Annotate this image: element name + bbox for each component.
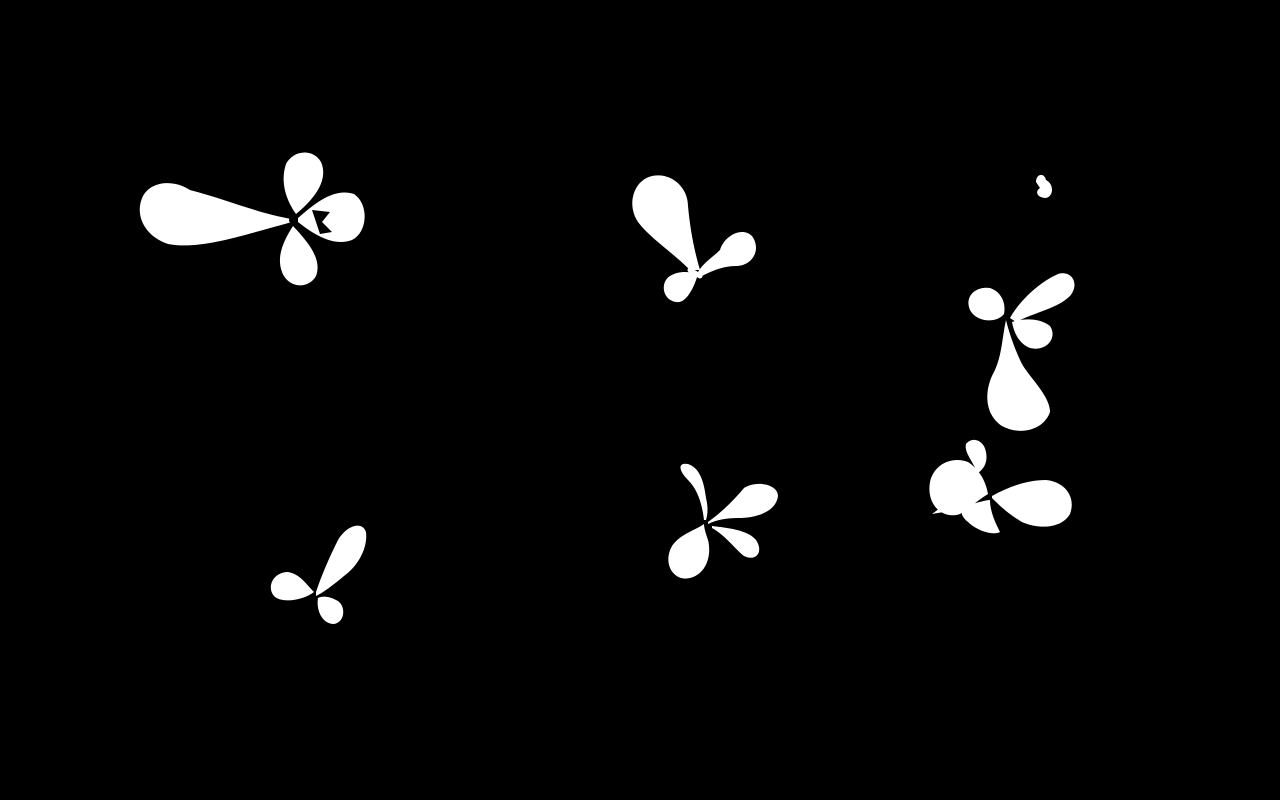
leaf: [968, 287, 1005, 321]
leaf: [680, 463, 708, 520]
leaf: [932, 508, 944, 514]
plant-seedling-fragment: [1036, 174, 1052, 198]
stem: [687, 267, 703, 279]
plant-seedling-6: [929, 439, 1072, 534]
plant-seedling-5: [668, 463, 778, 579]
leaf: [965, 439, 987, 474]
plant-seedling-2: [632, 175, 757, 303]
leaf: [1010, 273, 1075, 322]
leaf: [987, 320, 1050, 431]
leaf: [668, 524, 710, 579]
leaf: [316, 525, 367, 596]
leaf: [270, 572, 314, 601]
plant-seedling-3: [968, 273, 1075, 431]
leaf: [698, 231, 757, 276]
leaf: [992, 480, 1072, 527]
leaf: [139, 183, 292, 246]
leaf: [663, 272, 698, 303]
leaf: [708, 483, 778, 524]
leaf-notch: [312, 210, 332, 234]
plant-seedling-1: [139, 152, 365, 286]
leaf: [632, 175, 700, 270]
leaf: [298, 192, 365, 242]
leaf: [283, 152, 324, 214]
leaf: [929, 460, 988, 516]
leaf: [1036, 174, 1052, 198]
stem-center: [289, 216, 297, 224]
leaf: [961, 500, 1000, 534]
leaf: [317, 596, 344, 624]
leaf: [1012, 319, 1053, 349]
leaf: [279, 226, 318, 286]
plant-seedling-4: [270, 525, 367, 624]
leaf: [712, 526, 760, 558]
